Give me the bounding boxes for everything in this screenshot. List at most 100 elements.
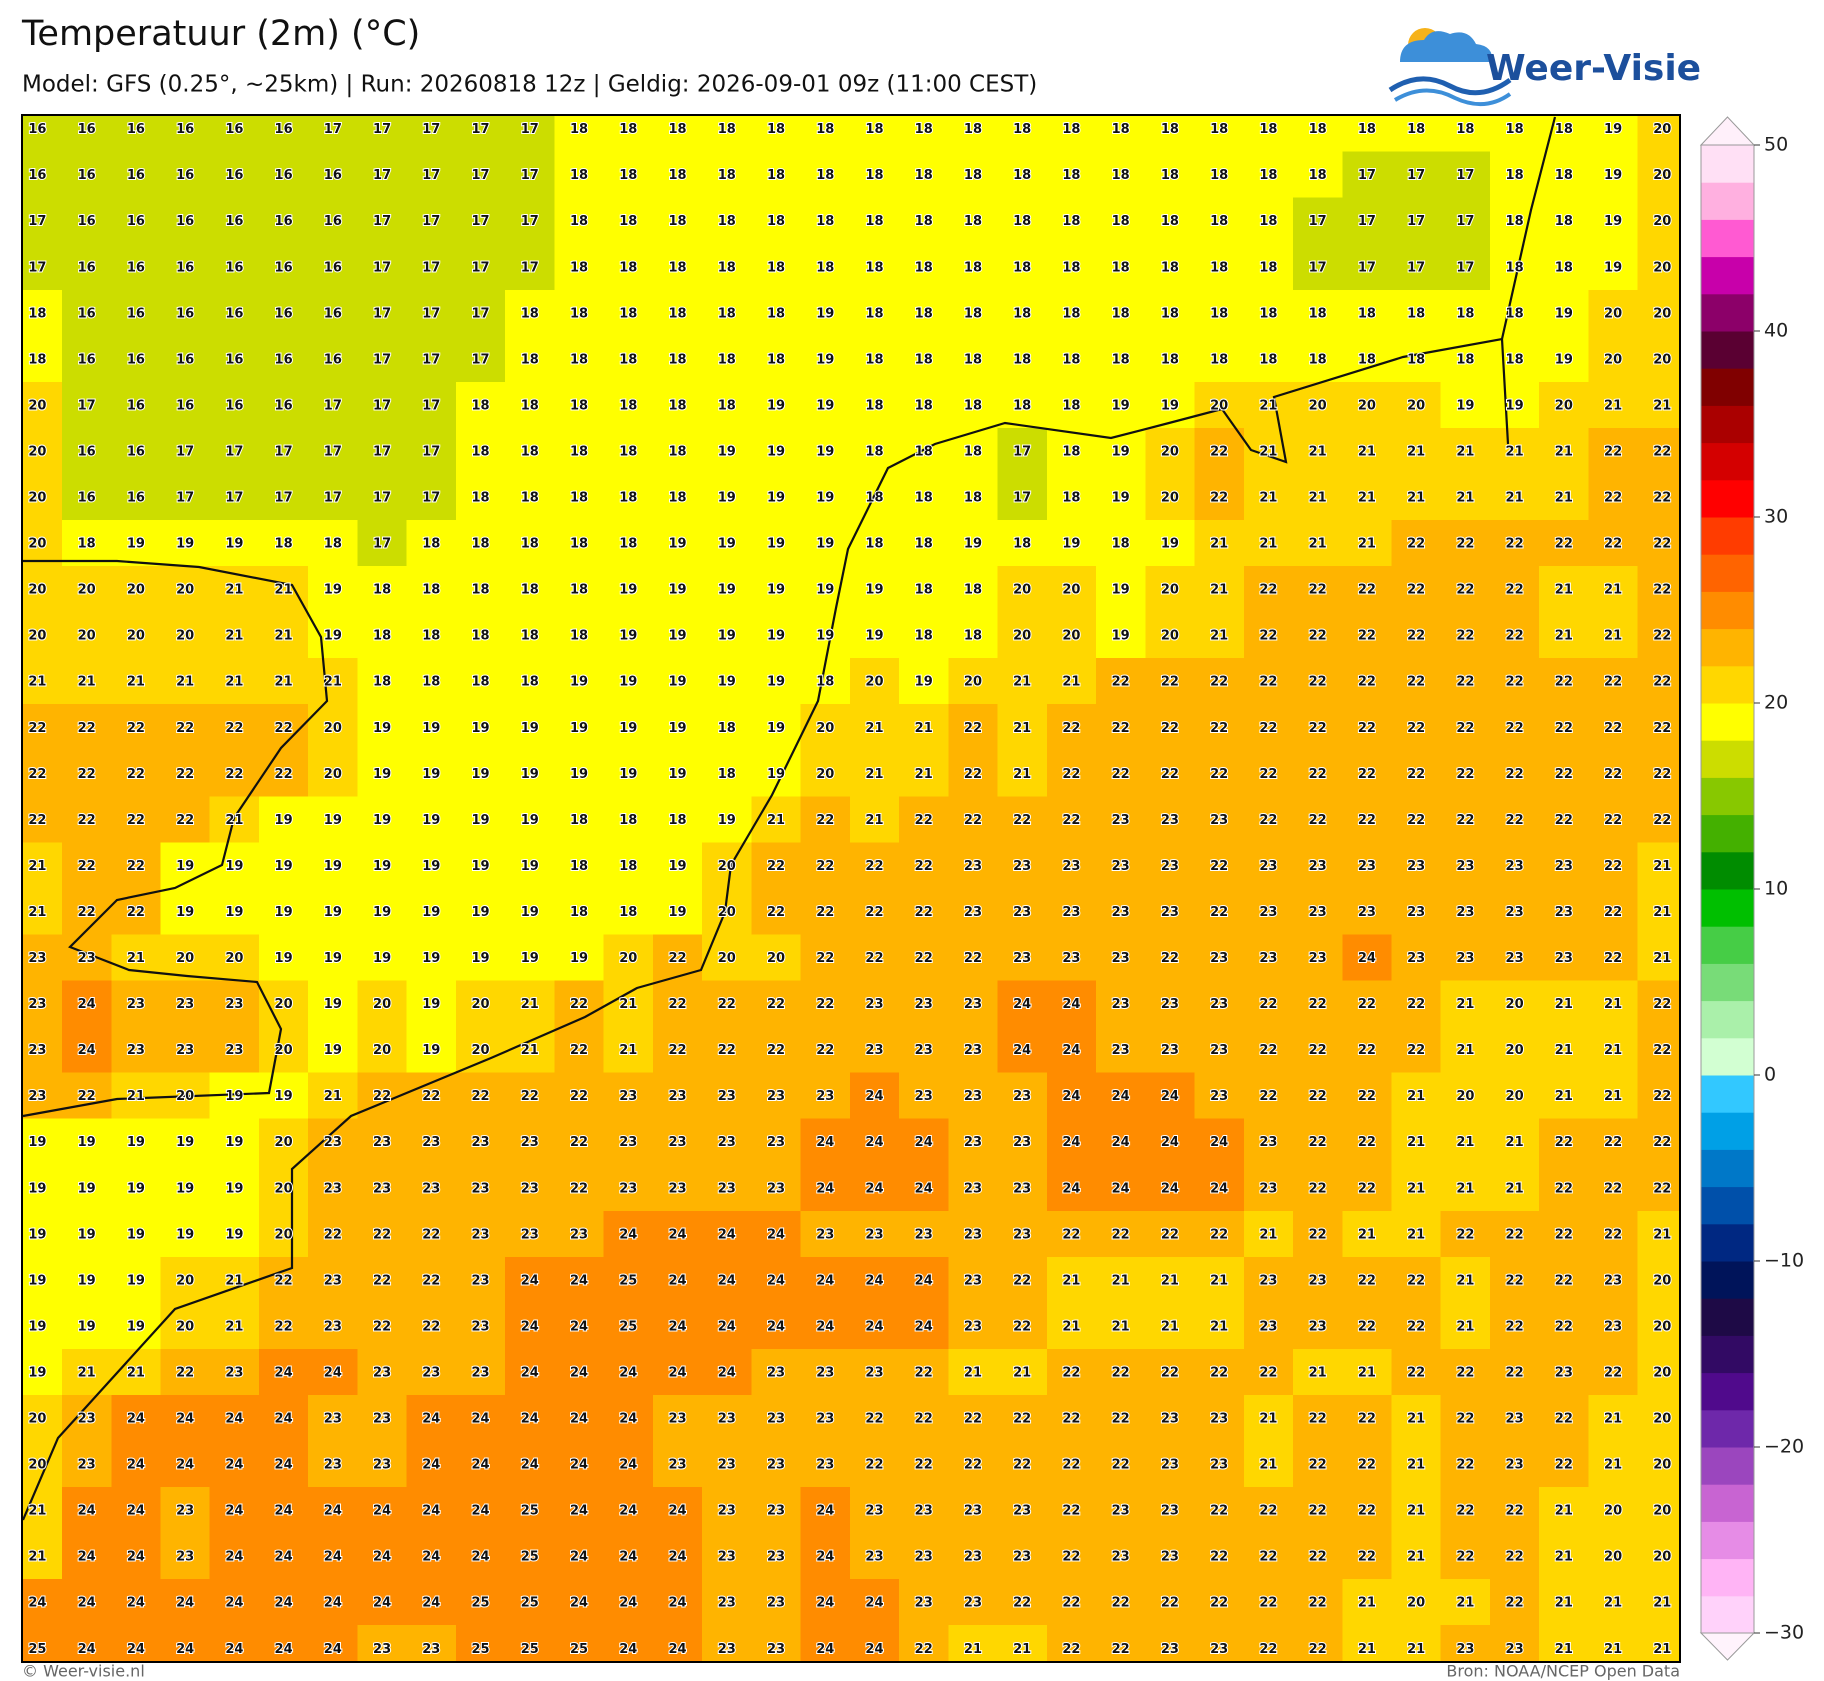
temperature-cell (1342, 612, 1393, 659)
temperature-cell (652, 197, 703, 245)
logo-text: Weer-Visie (1486, 48, 1701, 89)
temperature-cell (702, 427, 752, 475)
temperature-label: 20 (28, 398, 46, 413)
temperature-label: 24 (668, 1227, 686, 1242)
temperature-cell (1342, 658, 1393, 705)
temperature-cell (1293, 1164, 1343, 1212)
temperature-cell (1391, 980, 1442, 1028)
temperature-label: 22 (1555, 675, 1573, 690)
temperature-cell (1391, 335, 1442, 383)
temperature-label: 22 (1112, 1596, 1130, 1611)
temperature-cell (1489, 750, 1540, 797)
temperature-cell (1243, 704, 1294, 751)
temperature-label: 22 (1309, 1089, 1327, 1104)
temperature-cell (702, 566, 752, 613)
temperature-cell (1588, 1210, 1639, 1258)
temperature-cell (1391, 1072, 1442, 1120)
temperature-label: 22 (1653, 767, 1671, 782)
temperature-label: 21 (1358, 491, 1376, 506)
temperature-cell (1588, 1026, 1639, 1074)
temperature-cell (308, 934, 359, 982)
temperature-label: 23 (373, 1458, 391, 1473)
temperature-label: 22 (1358, 1412, 1376, 1427)
temperature-cell (1243, 1026, 1294, 1074)
temperature-cell (455, 750, 506, 797)
temperature-label: 22 (1555, 1181, 1573, 1196)
temperature-cell (1293, 427, 1343, 475)
temperature-label: 23 (324, 1458, 342, 1473)
temperature-label: 20 (324, 721, 342, 736)
temperature-cell (899, 1348, 949, 1396)
temperature-label: 20 (1653, 352, 1671, 367)
temperature-cell (258, 888, 309, 936)
temperature-label: 23 (816, 1365, 834, 1380)
temperature-label: 21 (225, 675, 243, 690)
temperature-label: 20 (176, 1089, 194, 1104)
temperature-label: 24 (668, 1642, 686, 1657)
temperature-cell (603, 1210, 654, 1258)
temperature-label: 19 (472, 813, 490, 828)
temperature-label: 24 (1062, 1089, 1080, 1104)
temperature-label: 23 (1062, 859, 1080, 874)
temperature-label: 22 (422, 1089, 440, 1104)
temperature-cell (948, 612, 999, 659)
temperature-label: 18 (964, 444, 982, 459)
temperature-cell (62, 612, 112, 659)
temperature-label: 23 (1013, 859, 1031, 874)
temperature-cell (800, 381, 851, 429)
temperature-cell (800, 115, 851, 153)
temperature-label: 24 (422, 1550, 440, 1565)
temperature-label: 23 (521, 1135, 539, 1150)
temperature-cell (22, 243, 63, 291)
temperature-label: 20 (275, 1135, 293, 1150)
temperature-cell (308, 1348, 359, 1396)
temperature-cell (1440, 888, 1491, 936)
temperature-cell (1194, 1487, 1245, 1534)
temperature-cell (1293, 1441, 1343, 1488)
temperature-label: 18 (570, 813, 588, 828)
temperature-cell (1342, 473, 1393, 521)
temperature-cell (1391, 1533, 1442, 1580)
temperature-label: 18 (1112, 352, 1130, 367)
temperature-label: 22 (964, 1412, 982, 1427)
temperature-label: 18 (718, 398, 736, 413)
temperature-label: 18 (1161, 168, 1179, 183)
temperature-cell (209, 842, 260, 890)
temperature-cell (1145, 980, 1196, 1028)
temperature-label: 20 (1161, 491, 1179, 506)
temperature-cell (1293, 1072, 1343, 1120)
temperature-label: 18 (1062, 214, 1080, 229)
temperature-cell (554, 473, 605, 521)
temperature-label: 21 (1161, 1273, 1179, 1288)
temperature-cell (1194, 115, 1245, 153)
colorbar-band (1701, 1298, 1754, 1336)
temperature-label: 16 (127, 122, 145, 137)
temperature-cell (603, 381, 654, 429)
temperature-label: 22 (1259, 1550, 1277, 1565)
temperature-label: 20 (1653, 260, 1671, 275)
temperature-label: 22 (1604, 444, 1622, 459)
temperature-cell (849, 1579, 900, 1626)
footer-right: Bron: NOAA/NCEP Open Data (1446, 1662, 1680, 1681)
temperature-label: 18 (1506, 260, 1524, 275)
temperature-cell (997, 750, 1048, 797)
temperature-label: 19 (472, 951, 490, 966)
temperature-label: 22 (78, 813, 96, 828)
temperature-label: 18 (570, 306, 588, 321)
temperature-cell (948, 1210, 999, 1258)
temperature-cell (308, 1026, 359, 1074)
temperature-label: 19 (718, 813, 736, 828)
temperature-cell (258, 566, 309, 613)
temperature-cell (1440, 1164, 1491, 1212)
temperature-cell (22, 612, 63, 659)
temperature-label: 22 (1259, 675, 1277, 690)
temperature-label: 22 (1407, 1273, 1425, 1288)
temperature-cell (1539, 1302, 1590, 1350)
temperature-label: 22 (1604, 905, 1622, 920)
temperature-label: 22 (1653, 997, 1671, 1012)
temperature-cell (505, 1441, 556, 1488)
temperature-label: 22 (816, 951, 834, 966)
temperature-label: 18 (816, 260, 834, 275)
temperature-cell (258, 1487, 309, 1534)
